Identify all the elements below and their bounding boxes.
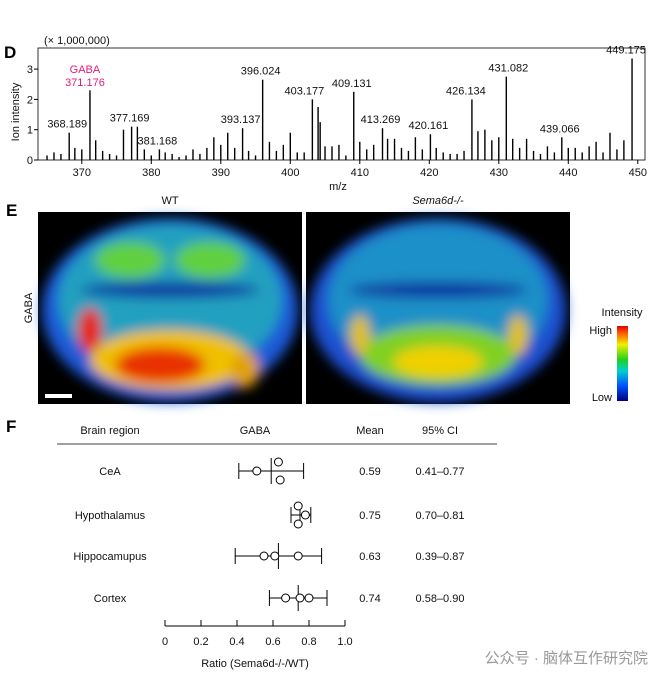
forest-x-tick-label: 0.8 <box>301 636 316 648</box>
peak-label: 377.169 <box>110 113 150 125</box>
forest-x-tick-label: 0.2 <box>193 636 208 648</box>
y-tick-label: 1 <box>27 125 33 137</box>
colorbar <box>617 326 628 401</box>
data-point <box>281 593 291 603</box>
y-tick-label: 2 <box>27 94 33 106</box>
y-axis-title: Ion intensity <box>10 82 22 141</box>
peak-label: 426.134 <box>446 85 486 97</box>
header-ci: 95% CI <box>422 425 458 437</box>
panel-label-f: F <box>6 417 16 436</box>
peak-label: 393.137 <box>221 114 261 126</box>
gaba-label: GABA <box>70 64 101 76</box>
x-axis-title: m/z <box>329 181 347 193</box>
peak-label: 396.024 <box>241 66 281 78</box>
forest-row: Cortex 0.74 0.58–0.90 <box>94 585 465 611</box>
x-tick-label: 380 <box>142 167 160 179</box>
region-label: Hippocamupus <box>73 551 147 563</box>
data-point <box>293 501 303 511</box>
region-label: Cortex <box>94 593 127 605</box>
data-point <box>295 593 305 603</box>
peak-label: 368.189 <box>47 119 87 131</box>
forest-x-tick-label: 0.6 <box>265 636 280 648</box>
forest-row: Hippocamupus 0.63 0.39–0.87 <box>73 543 464 569</box>
peak-label: 420.161 <box>409 120 449 132</box>
peak-label: 431.082 <box>488 63 528 75</box>
gaba-mz-label: 371.176 <box>65 77 105 89</box>
region-label: CeA <box>99 466 121 478</box>
y-tick-label: 0 <box>27 155 33 167</box>
data-point <box>293 519 303 529</box>
header-mean: Mean <box>356 425 384 437</box>
brain-image-ko <box>306 212 570 404</box>
x-tick-label: 370 <box>73 167 91 179</box>
spectrum-frame <box>37 47 646 161</box>
data-point <box>275 475 285 485</box>
x-tick-label: 390 <box>212 167 230 179</box>
x-tick-label: 420 <box>420 167 438 179</box>
x-tick-label: 410 <box>351 167 369 179</box>
brain-image-wt <box>38 212 302 404</box>
spectrum-plot: 370 380 390 400 410 420 430 440 450 0 1 2 3 368.189 37… <box>27 44 647 179</box>
scale-bar <box>45 394 72 398</box>
y-tick-label: 3 <box>27 64 33 76</box>
mean-value: 0.59 <box>359 466 380 478</box>
colorbar-high-label: High <box>589 325 612 337</box>
peak-label: 403.177 <box>284 85 324 97</box>
ci-value: 0.41–0.77 <box>416 466 465 478</box>
peak-label: 449.175 <box>606 44 646 56</box>
panel-label-e: E <box>6 201 17 220</box>
forest-plot: CeA 0.59 0.41–0.77 Hypothalamus 0.75 0.70–0.8… <box>73 457 465 648</box>
panel-label-d: D <box>4 43 16 62</box>
forest-row: CeA 0.59 0.41–0.77 <box>99 457 465 485</box>
image-title-wt: WT <box>161 195 178 207</box>
watermark: 公众号 · 脑体互作研究院 <box>485 649 648 667</box>
header-gaba: GABA <box>240 425 271 437</box>
peak-label: 413.269 <box>361 114 401 126</box>
image-row-label: GABA <box>23 292 35 323</box>
mean-value: 0.63 <box>359 551 380 563</box>
x-tick-label: 400 <box>281 167 299 179</box>
peak-label: 439.066 <box>540 123 580 135</box>
forest-x-axis-title: Ratio (Sema6d-/-/WT) <box>201 658 309 670</box>
region-label: Hypothalamus <box>75 510 146 522</box>
data-point <box>252 466 262 476</box>
data-point <box>300 510 310 520</box>
ci-value: 0.58–0.90 <box>416 593 465 605</box>
forest-x-tick-label: 0 <box>162 636 168 648</box>
data-point <box>293 551 303 561</box>
x-tick-label: 430 <box>490 167 508 179</box>
forest-x-tick-label: 1.0 <box>337 636 352 648</box>
ci-value: 0.39–0.87 <box>416 551 465 563</box>
mean-value: 0.75 <box>359 510 380 522</box>
mean-value: 0.74 <box>359 593 380 605</box>
forest-row: Hypothalamus 0.75 0.70–0.81 <box>75 501 465 529</box>
y-multiplier-label: (× 1,000,000) <box>44 35 110 47</box>
image-title-ko: Sema6d-/- <box>412 195 464 207</box>
header-region: Brain region <box>80 425 139 437</box>
data-point <box>304 593 314 603</box>
x-tick-label: 450 <box>629 167 647 179</box>
data-point <box>273 457 283 467</box>
peak-label: 409.131 <box>332 78 372 90</box>
ci-value: 0.70–0.81 <box>416 510 465 522</box>
peak-label: 381.168 <box>138 135 178 147</box>
x-tick-label: 440 <box>559 167 577 179</box>
colorbar-low-label: Low <box>592 392 612 404</box>
data-point <box>259 551 269 561</box>
forest-x-tick-label: 0.4 <box>229 636 244 648</box>
colorbar-title: Intensity <box>602 307 643 319</box>
data-point <box>270 551 280 561</box>
